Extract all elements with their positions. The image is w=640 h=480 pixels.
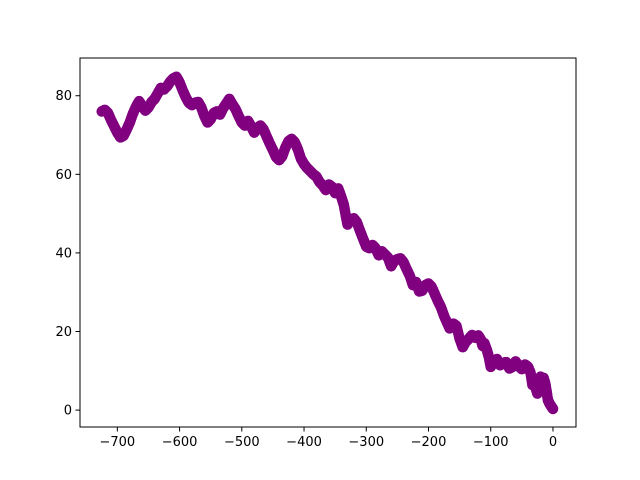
plot-frame [79,57,577,428]
points-layer [96,71,559,415]
y-tick-label: 20 [55,325,72,340]
y-tick-label: 40 [55,246,72,261]
y-tick-label: 80 [55,89,72,104]
y-axis: 0 20 40 60 80 [55,89,80,419]
y-tick-label: 0 [64,404,72,419]
x-tick-label: −400 [286,435,322,450]
x-tick-label: −700 [99,435,135,450]
y-tick-label: 60 [55,168,72,183]
data-point [96,106,108,117]
x-tick-label: −500 [224,435,260,450]
x-tick-label: 0 [549,435,557,450]
x-tick-label: −200 [411,435,447,450]
x-tick-label: −600 [162,435,198,450]
x-axis: −700 −600 −500 −400 −300 −200 −100 0 [99,427,557,450]
x-tick-label: −300 [348,435,384,450]
x-tick-label: −100 [473,435,509,450]
